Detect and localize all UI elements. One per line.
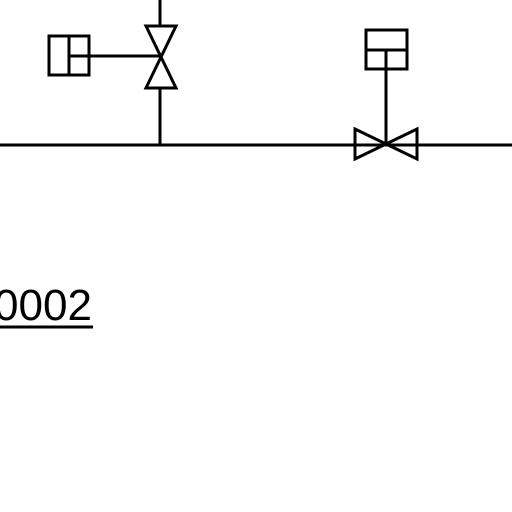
side-actuator-box: [47, 34, 91, 77]
top-actuator-box: [364, 28, 409, 71]
line-number-label: 0002: [0, 281, 92, 330]
valve-body-right-triangle: [382, 126, 419, 162]
valve-body-lower-triangle: [143, 53, 179, 90]
valve-body-upper-triangle: [143, 24, 179, 61]
horizontal-gate-valve: [353, 28, 419, 162]
valve-body-left-triangle: [353, 126, 390, 162]
vertical-gate-valve: [47, 24, 179, 90]
